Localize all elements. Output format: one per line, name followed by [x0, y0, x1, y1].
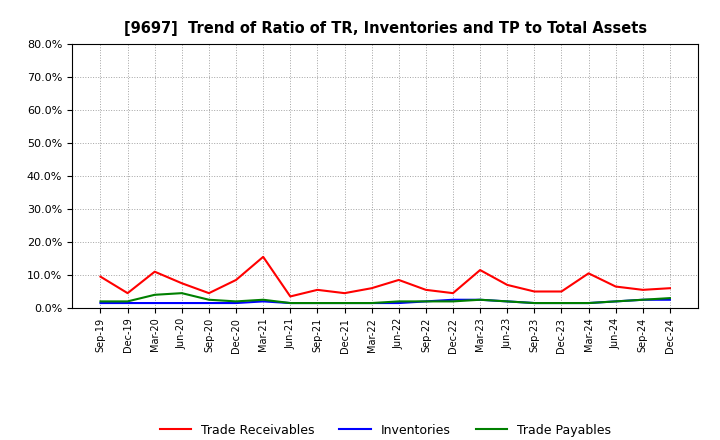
- Trade Payables: [259, 297, 268, 302]
- Inventories: [639, 297, 647, 302]
- Trade Receivables: [178, 281, 186, 286]
- Trade Payables: [123, 299, 132, 304]
- Trade Receivables: [421, 287, 430, 293]
- Inventories: [530, 301, 539, 306]
- Trade Payables: [150, 292, 159, 297]
- Inventories: [150, 301, 159, 306]
- Trade Payables: [178, 290, 186, 296]
- Trade Payables: [204, 297, 213, 302]
- Trade Payables: [96, 299, 105, 304]
- Trade Receivables: [611, 284, 620, 289]
- Trade Payables: [449, 299, 457, 304]
- Trade Payables: [476, 297, 485, 302]
- Inventories: [204, 301, 213, 306]
- Trade Payables: [639, 297, 647, 302]
- Inventories: [232, 301, 240, 306]
- Trade Payables: [395, 299, 403, 304]
- Trade Payables: [421, 299, 430, 304]
- Trade Payables: [611, 299, 620, 304]
- Trade Payables: [341, 301, 349, 306]
- Inventories: [259, 299, 268, 304]
- Inventories: [341, 301, 349, 306]
- Trade Receivables: [286, 294, 294, 299]
- Inventories: [286, 301, 294, 306]
- Legend: Trade Receivables, Inventories, Trade Payables: Trade Receivables, Inventories, Trade Pa…: [155, 419, 616, 440]
- Trade Receivables: [476, 268, 485, 273]
- Inventories: [449, 297, 457, 302]
- Trade Receivables: [395, 277, 403, 282]
- Inventories: [557, 301, 566, 306]
- Trade Receivables: [530, 289, 539, 294]
- Trade Receivables: [557, 289, 566, 294]
- Trade Receivables: [584, 271, 593, 276]
- Trade Payables: [530, 301, 539, 306]
- Trade Receivables: [232, 277, 240, 282]
- Trade Payables: [557, 301, 566, 306]
- Line: Trade Payables: Trade Payables: [101, 293, 670, 303]
- Inventories: [313, 301, 322, 306]
- Trade Receivables: [449, 290, 457, 296]
- Trade Receivables: [503, 282, 511, 288]
- Trade Receivables: [150, 269, 159, 275]
- Trade Receivables: [639, 287, 647, 293]
- Line: Trade Receivables: Trade Receivables: [101, 257, 670, 297]
- Inventories: [123, 301, 132, 306]
- Trade Payables: [665, 296, 674, 301]
- Trade Receivables: [367, 286, 376, 291]
- Trade Receivables: [123, 290, 132, 296]
- Inventories: [421, 299, 430, 304]
- Inventories: [611, 299, 620, 304]
- Inventories: [367, 301, 376, 306]
- Trade Receivables: [204, 290, 213, 296]
- Title: [9697]  Trend of Ratio of TR, Inventories and TP to Total Assets: [9697] Trend of Ratio of TR, Inventories…: [124, 21, 647, 36]
- Trade Payables: [232, 299, 240, 304]
- Trade Payables: [584, 301, 593, 306]
- Line: Inventories: Inventories: [101, 300, 670, 303]
- Trade Receivables: [96, 274, 105, 279]
- Trade Receivables: [341, 290, 349, 296]
- Inventories: [584, 301, 593, 306]
- Trade Receivables: [665, 286, 674, 291]
- Inventories: [503, 299, 511, 304]
- Inventories: [476, 297, 485, 302]
- Trade Payables: [367, 301, 376, 306]
- Trade Payables: [313, 301, 322, 306]
- Trade Payables: [286, 301, 294, 306]
- Inventories: [178, 301, 186, 306]
- Trade Receivables: [259, 254, 268, 260]
- Inventories: [96, 301, 105, 306]
- Trade Payables: [503, 299, 511, 304]
- Inventories: [665, 297, 674, 302]
- Inventories: [395, 301, 403, 306]
- Trade Receivables: [313, 287, 322, 293]
